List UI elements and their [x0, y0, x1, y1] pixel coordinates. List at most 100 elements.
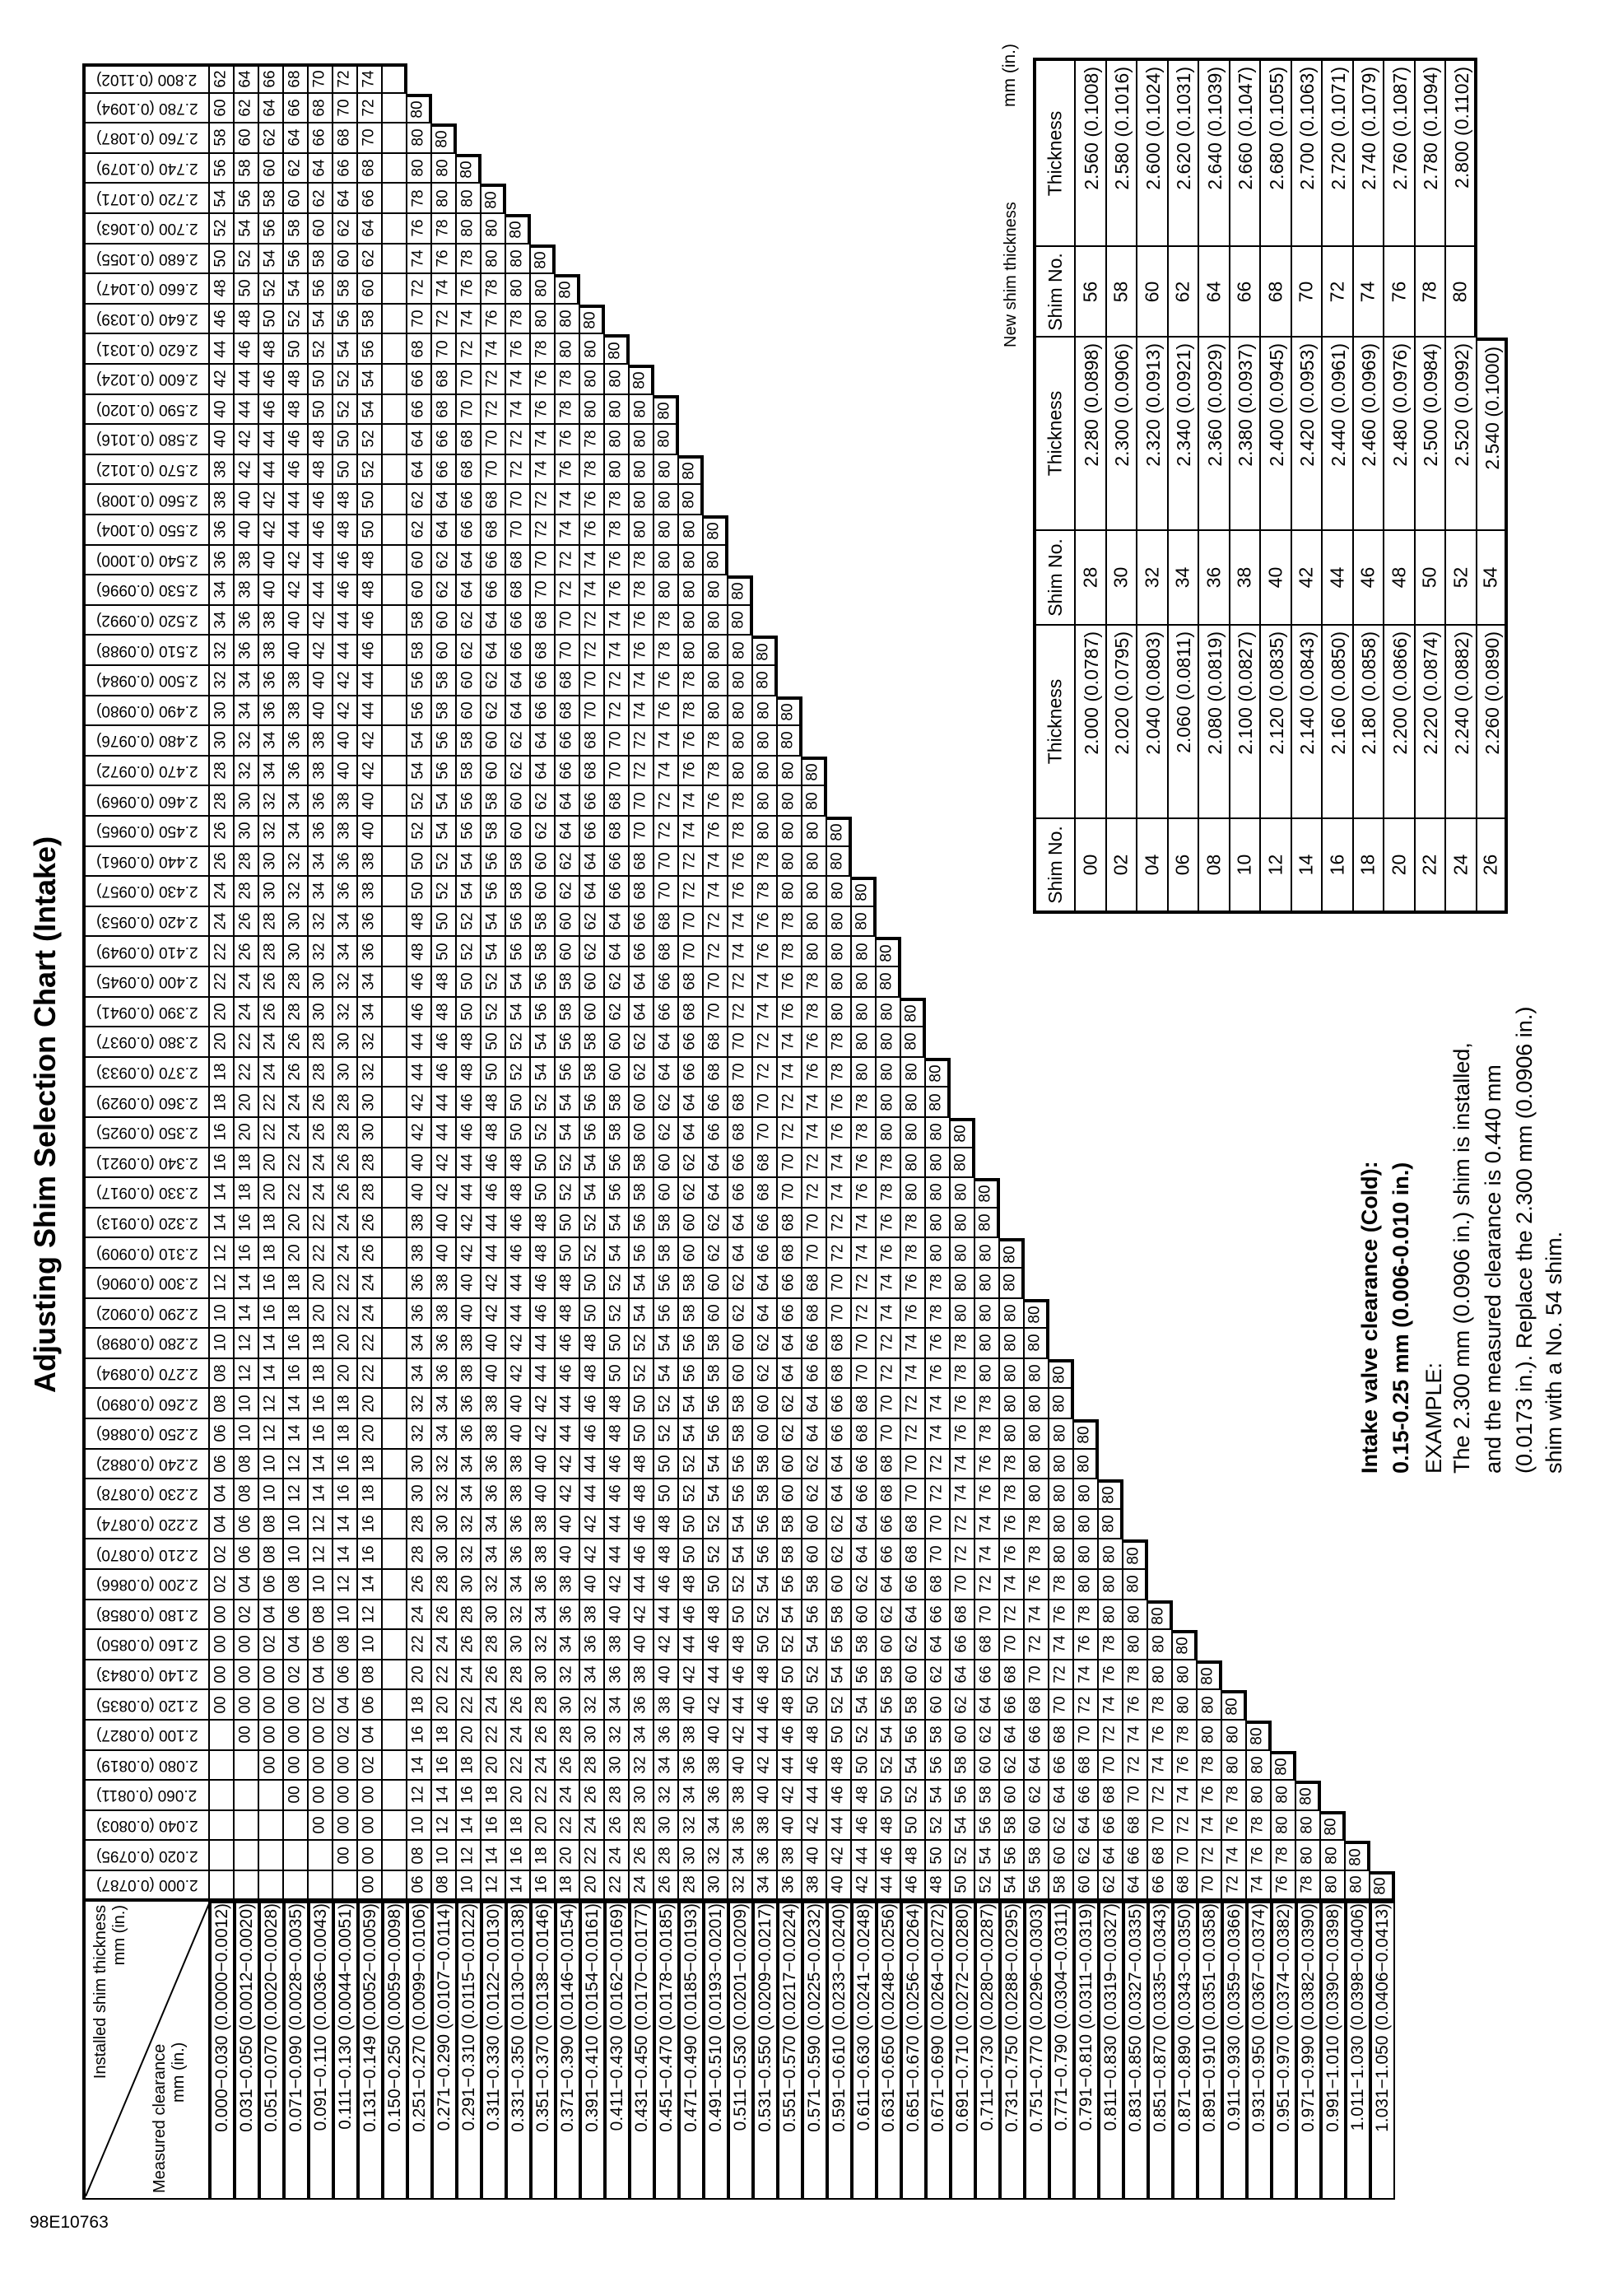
matrix-cell: 58 [309, 244, 333, 275]
matrix-cell: 80 [975, 1329, 1000, 1359]
mini-table-thickness-cell: 2.660 (0.1047) [1230, 58, 1261, 247]
matrix-cell: 54 [926, 1781, 951, 1811]
matrix-cell: 68 [679, 997, 704, 1028]
matrix-cell: 50 [877, 1781, 901, 1811]
matrix-cell: 60 [926, 1690, 951, 1721]
matrix-cell: 28 [333, 1118, 358, 1148]
matrix-cell: 64 [1123, 1871, 1148, 1902]
matrix-cell: 60 [531, 846, 556, 878]
matrix-cell: 04 [358, 1721, 383, 1751]
matrix-cell: 44 [309, 545, 333, 576]
matrix-cell: 72 [605, 666, 630, 696]
matrix-cell: 16 [407, 1721, 432, 1751]
example-line: (0.0173 in.). Replace the 2.300 mm (0.09… [1512, 1006, 1537, 1474]
matrix-cell: 72 [481, 365, 506, 395]
matrix-cell: 58 [778, 1539, 802, 1570]
matrix-cell: 62 [704, 1238, 728, 1269]
matrix-cell: 18 [457, 1750, 481, 1781]
matrix-cell: 42 [432, 1178, 457, 1209]
matrix-cell: 22 [457, 1690, 481, 1721]
matrix-cell: 64 [852, 1539, 877, 1570]
row-header: 2.000 (0.0787) [82, 1871, 210, 1902]
matrix-cell: 76 [802, 1057, 827, 1088]
matrix-cell: 22 [284, 1178, 309, 1209]
matrix-cell: 68 [1099, 1781, 1123, 1811]
matrix-cell: 46 [333, 575, 358, 606]
mini-table-thickness-cell: 2.000 (0.0787) [1076, 626, 1107, 819]
matrix-cell: 74 [556, 485, 580, 515]
matrix-row: 2.660 (0.1047) 48 50 52 54 56 58 60 72 74 76 78 80 80… [82, 274, 580, 305]
matrix-cell: 00 [358, 1781, 383, 1811]
matrix-cell [383, 63, 407, 94]
matrix-cell: 72 [1123, 1750, 1148, 1781]
matrix-cell: 44 [852, 1841, 877, 1871]
matrix-row: 2.540 (0.1000) 36 38 40 42 44 46 48 60 62 64 66 68 70… [82, 545, 728, 576]
matrix-cell: 80 [654, 575, 679, 606]
matrix-cell: 44 [605, 1509, 630, 1540]
matrix-cell: 80 [778, 877, 802, 907]
matrix-cell: 38 [481, 1389, 506, 1419]
matrix-cell: 04 [333, 1690, 358, 1721]
matrix-cell: 22 [259, 1118, 284, 1148]
matrix-cell: 80 [901, 1148, 926, 1179]
matrix-cell: 44 [630, 1570, 654, 1600]
matrix-cell: 06 [210, 1419, 235, 1450]
matrix-row: 2.100 (0.0827) 00 00 00 00 02 04 16 18 20 22 24 26 28… [82, 1721, 1272, 1751]
matrix-row: 2.600 (0.1024) 42 44 46 48 50 52 54 66 68 70 72 74 76… [82, 365, 654, 395]
matrix-cell: 40 [333, 726, 358, 757]
matrix-cell: 60 [481, 726, 506, 757]
matrix-cell: 46 [630, 1539, 654, 1570]
matrix-cell: 78 [556, 365, 580, 395]
matrix-cell: 58 [506, 846, 531, 878]
matrix-cell: 58 [506, 877, 531, 907]
matrix-cell: 16 [481, 1810, 506, 1842]
matrix-cell: 00 [235, 1690, 259, 1721]
matrix-cell: 72 [753, 1027, 778, 1058]
matrix-cell: 80 [926, 1208, 951, 1239]
matrix-cell: 56 [975, 1810, 1000, 1842]
matrix-cell: 76 [778, 997, 802, 1028]
matrix-cell: 78 [1074, 1600, 1099, 1631]
matrix-cell: 36 [556, 1600, 580, 1631]
matrix-cell: 70 [630, 817, 654, 847]
matrix-cell: 40 [358, 817, 383, 847]
matrix-cell: 50 [580, 1269, 605, 1299]
matrix-cell: 62 [877, 1600, 901, 1631]
matrix-cell: 52 [407, 817, 432, 847]
matrix-row: 2.450 (0.0965) 26 30 32 34 36 38 40 52 54 56 58 60 62… [82, 817, 852, 847]
matrix-cell: 54 [630, 1269, 654, 1299]
matrix-cell: 66 [1000, 1690, 1025, 1721]
mini-table-shim-cell: 42 [1291, 531, 1323, 626]
clearance-header: 0.291−0.310 (0.0115−0.0122) [457, 1902, 481, 2200]
matrix-cell: 80 [852, 937, 877, 967]
mini-table-shim-cell: 02 [1106, 819, 1137, 914]
row-header: 2.350 (0.0925) [82, 1118, 210, 1148]
matrix-cell: 72 [407, 274, 432, 305]
matrix-cell: 38 [333, 817, 358, 847]
matrix-cell: 14 [457, 1810, 481, 1842]
matrix-cell: 80 [679, 515, 704, 546]
matrix-cell: 32 [407, 1419, 432, 1450]
matrix-cell: 78 [1000, 1449, 1025, 1480]
matrix-cell: 70 [679, 906, 704, 938]
matrix-cell: 70 [531, 545, 556, 576]
matrix-cell: 80 [728, 666, 753, 696]
matrix-cell: 14 [506, 1871, 531, 1902]
matrix-cell: 48 [506, 1178, 531, 1209]
matrix-cell: 44 [284, 485, 309, 515]
matrix-cell: 06 [210, 1449, 235, 1480]
matrix-cell: 26 [235, 937, 259, 967]
matrix-cell: 74 [728, 906, 753, 938]
matrix-cell: 40 [457, 1298, 481, 1330]
matrix-cell: 44 [407, 1027, 432, 1058]
matrix-cell: 34 [284, 817, 309, 847]
matrix-cell: 72 [926, 1449, 951, 1480]
matrix-cell: 66 [827, 1389, 852, 1419]
matrix-cell: 00 [235, 1630, 259, 1660]
mini-table-shim-cell: 34 [1168, 531, 1199, 626]
matrix-cell: 26 [556, 1750, 580, 1781]
matrix-cell: 28 [407, 1509, 432, 1540]
matrix-cell: 34 [728, 1841, 753, 1871]
matrix-cell: 40 [259, 545, 284, 576]
matrix-cell: 72 [1000, 1600, 1025, 1631]
